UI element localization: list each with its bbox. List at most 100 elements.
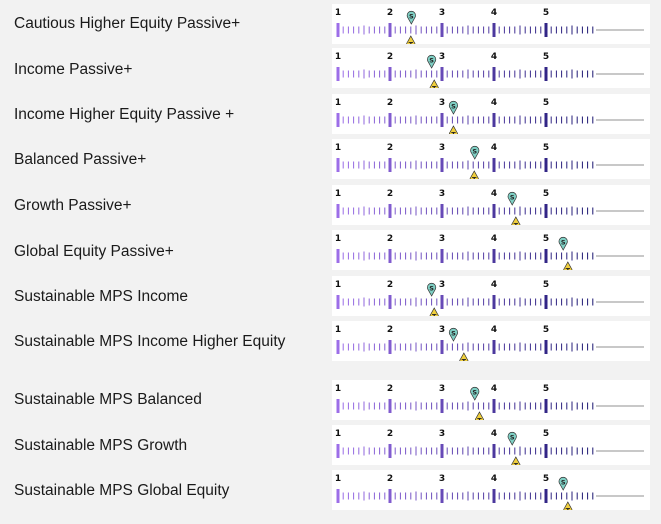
scale-track: 1 2 3 4 5 S T	[332, 321, 650, 361]
tick-label: 4	[491, 98, 497, 108]
row-label: Global Equity Passive+	[14, 243, 174, 260]
scale-track: 1 2 3 4 5 S T	[332, 380, 650, 420]
svg-text:S: S	[409, 12, 414, 20]
tick-label: 3	[439, 8, 445, 18]
tick-label: 3	[439, 143, 445, 153]
tick-label: 3	[439, 52, 445, 62]
svg-text:T: T	[514, 461, 519, 465]
scale-track: 1 2 3 4 5 S T	[332, 94, 650, 134]
tick-label: 3	[439, 474, 445, 484]
svg-text:S: S	[472, 388, 477, 396]
tick-label: 2	[387, 52, 393, 62]
svg-text:T: T	[451, 130, 456, 134]
tick-label: 5	[543, 325, 549, 335]
tick-label: 2	[387, 474, 393, 484]
tick-label: 5	[543, 98, 549, 108]
tick-label: 1	[335, 429, 341, 439]
tick-label: 5	[543, 52, 549, 62]
svg-text:S: S	[429, 56, 434, 64]
svg-text:T: T	[409, 40, 414, 44]
s-marker: S	[558, 476, 568, 491]
scale-track: 1 2 3 4 5 S T	[332, 425, 650, 465]
tick-label: 1	[335, 280, 341, 290]
s-marker: S	[448, 100, 458, 115]
t-marker: T	[469, 170, 479, 179]
scale-track: 1 2 3 4 5 S T	[332, 185, 650, 225]
tick-label: 5	[543, 280, 549, 290]
t-marker: T	[563, 261, 573, 270]
tick-label: 1	[335, 234, 341, 244]
tick-label: 2	[387, 234, 393, 244]
svg-text:T: T	[566, 266, 571, 270]
t-marker: T	[563, 501, 573, 510]
tick-label: 4	[491, 474, 497, 484]
s-marker: S	[507, 191, 517, 206]
tick-label: 4	[491, 280, 497, 290]
t-marker: T	[511, 456, 521, 465]
tick-label: 5	[543, 143, 549, 153]
svg-text:S: S	[510, 193, 515, 201]
tick-label: 2	[387, 8, 393, 18]
tick-label: 1	[335, 143, 341, 153]
svg-text:T: T	[462, 357, 467, 361]
tick-label: 3	[439, 98, 445, 108]
scale-track: 1 2 3 4 5 S T	[332, 470, 650, 510]
tick-label: 2	[387, 189, 393, 199]
t-marker: T	[429, 79, 439, 88]
svg-text:S: S	[451, 102, 456, 110]
tick-label: 4	[491, 143, 497, 153]
tick-label: 1	[335, 98, 341, 108]
s-marker: S	[406, 10, 416, 25]
s-marker: S	[427, 54, 437, 69]
scale-track: 1 2 3 4 5 S T	[332, 4, 650, 44]
tick-label: 3	[439, 325, 445, 335]
s-marker: S	[470, 386, 480, 401]
tick-label: 5	[543, 8, 549, 18]
tick-label: 2	[387, 325, 393, 335]
row-label: Sustainable MPS Income Higher Equity	[14, 333, 286, 350]
tick-label: 3	[439, 384, 445, 394]
tick-label: 4	[491, 52, 497, 62]
svg-text:T: T	[472, 175, 477, 179]
row-label: Sustainable MPS Growth	[14, 437, 188, 454]
tick-label: 4	[491, 8, 497, 18]
tick-label: 1	[335, 325, 341, 335]
svg-text:T: T	[432, 84, 437, 88]
t-marker: T	[448, 125, 458, 134]
s-marker: S	[448, 327, 458, 342]
row-label: Sustainable MPS Global Equity	[14, 482, 230, 499]
t-marker: T	[429, 307, 439, 316]
s-marker: S	[470, 145, 480, 160]
tick-label: 1	[335, 189, 341, 199]
tick-label: 3	[439, 189, 445, 199]
tick-label: 2	[387, 98, 393, 108]
svg-text:T: T	[432, 312, 437, 316]
tick-label: 3	[439, 234, 445, 244]
tick-label: 4	[491, 189, 497, 199]
t-marker: T	[474, 411, 484, 420]
tick-label: 4	[491, 384, 497, 394]
tick-label: 4	[491, 429, 497, 439]
s-marker: S	[507, 431, 517, 446]
s-marker: S	[558, 236, 568, 251]
row-label: Sustainable MPS Income	[14, 288, 189, 305]
tick-label: 1	[335, 474, 341, 484]
svg-text:S: S	[472, 147, 477, 155]
svg-text:T: T	[514, 221, 519, 225]
row-label: Cautious Higher Equity Passive+	[14, 15, 241, 32]
tick-label: 5	[543, 384, 549, 394]
s-marker: S	[427, 282, 437, 297]
svg-text:S: S	[510, 433, 515, 441]
tick-label: 2	[387, 384, 393, 394]
svg-text:S: S	[561, 238, 566, 246]
svg-text:T: T	[477, 416, 482, 420]
scale-track: 1 2 3 4 5 S T	[332, 139, 650, 179]
svg-text:S: S	[451, 329, 456, 337]
tick-label: 5	[543, 234, 549, 244]
t-marker: T	[511, 216, 521, 225]
tick-label: 3	[439, 280, 445, 290]
t-marker: T	[406, 35, 416, 44]
tick-label: 2	[387, 143, 393, 153]
svg-text:S: S	[429, 284, 434, 292]
